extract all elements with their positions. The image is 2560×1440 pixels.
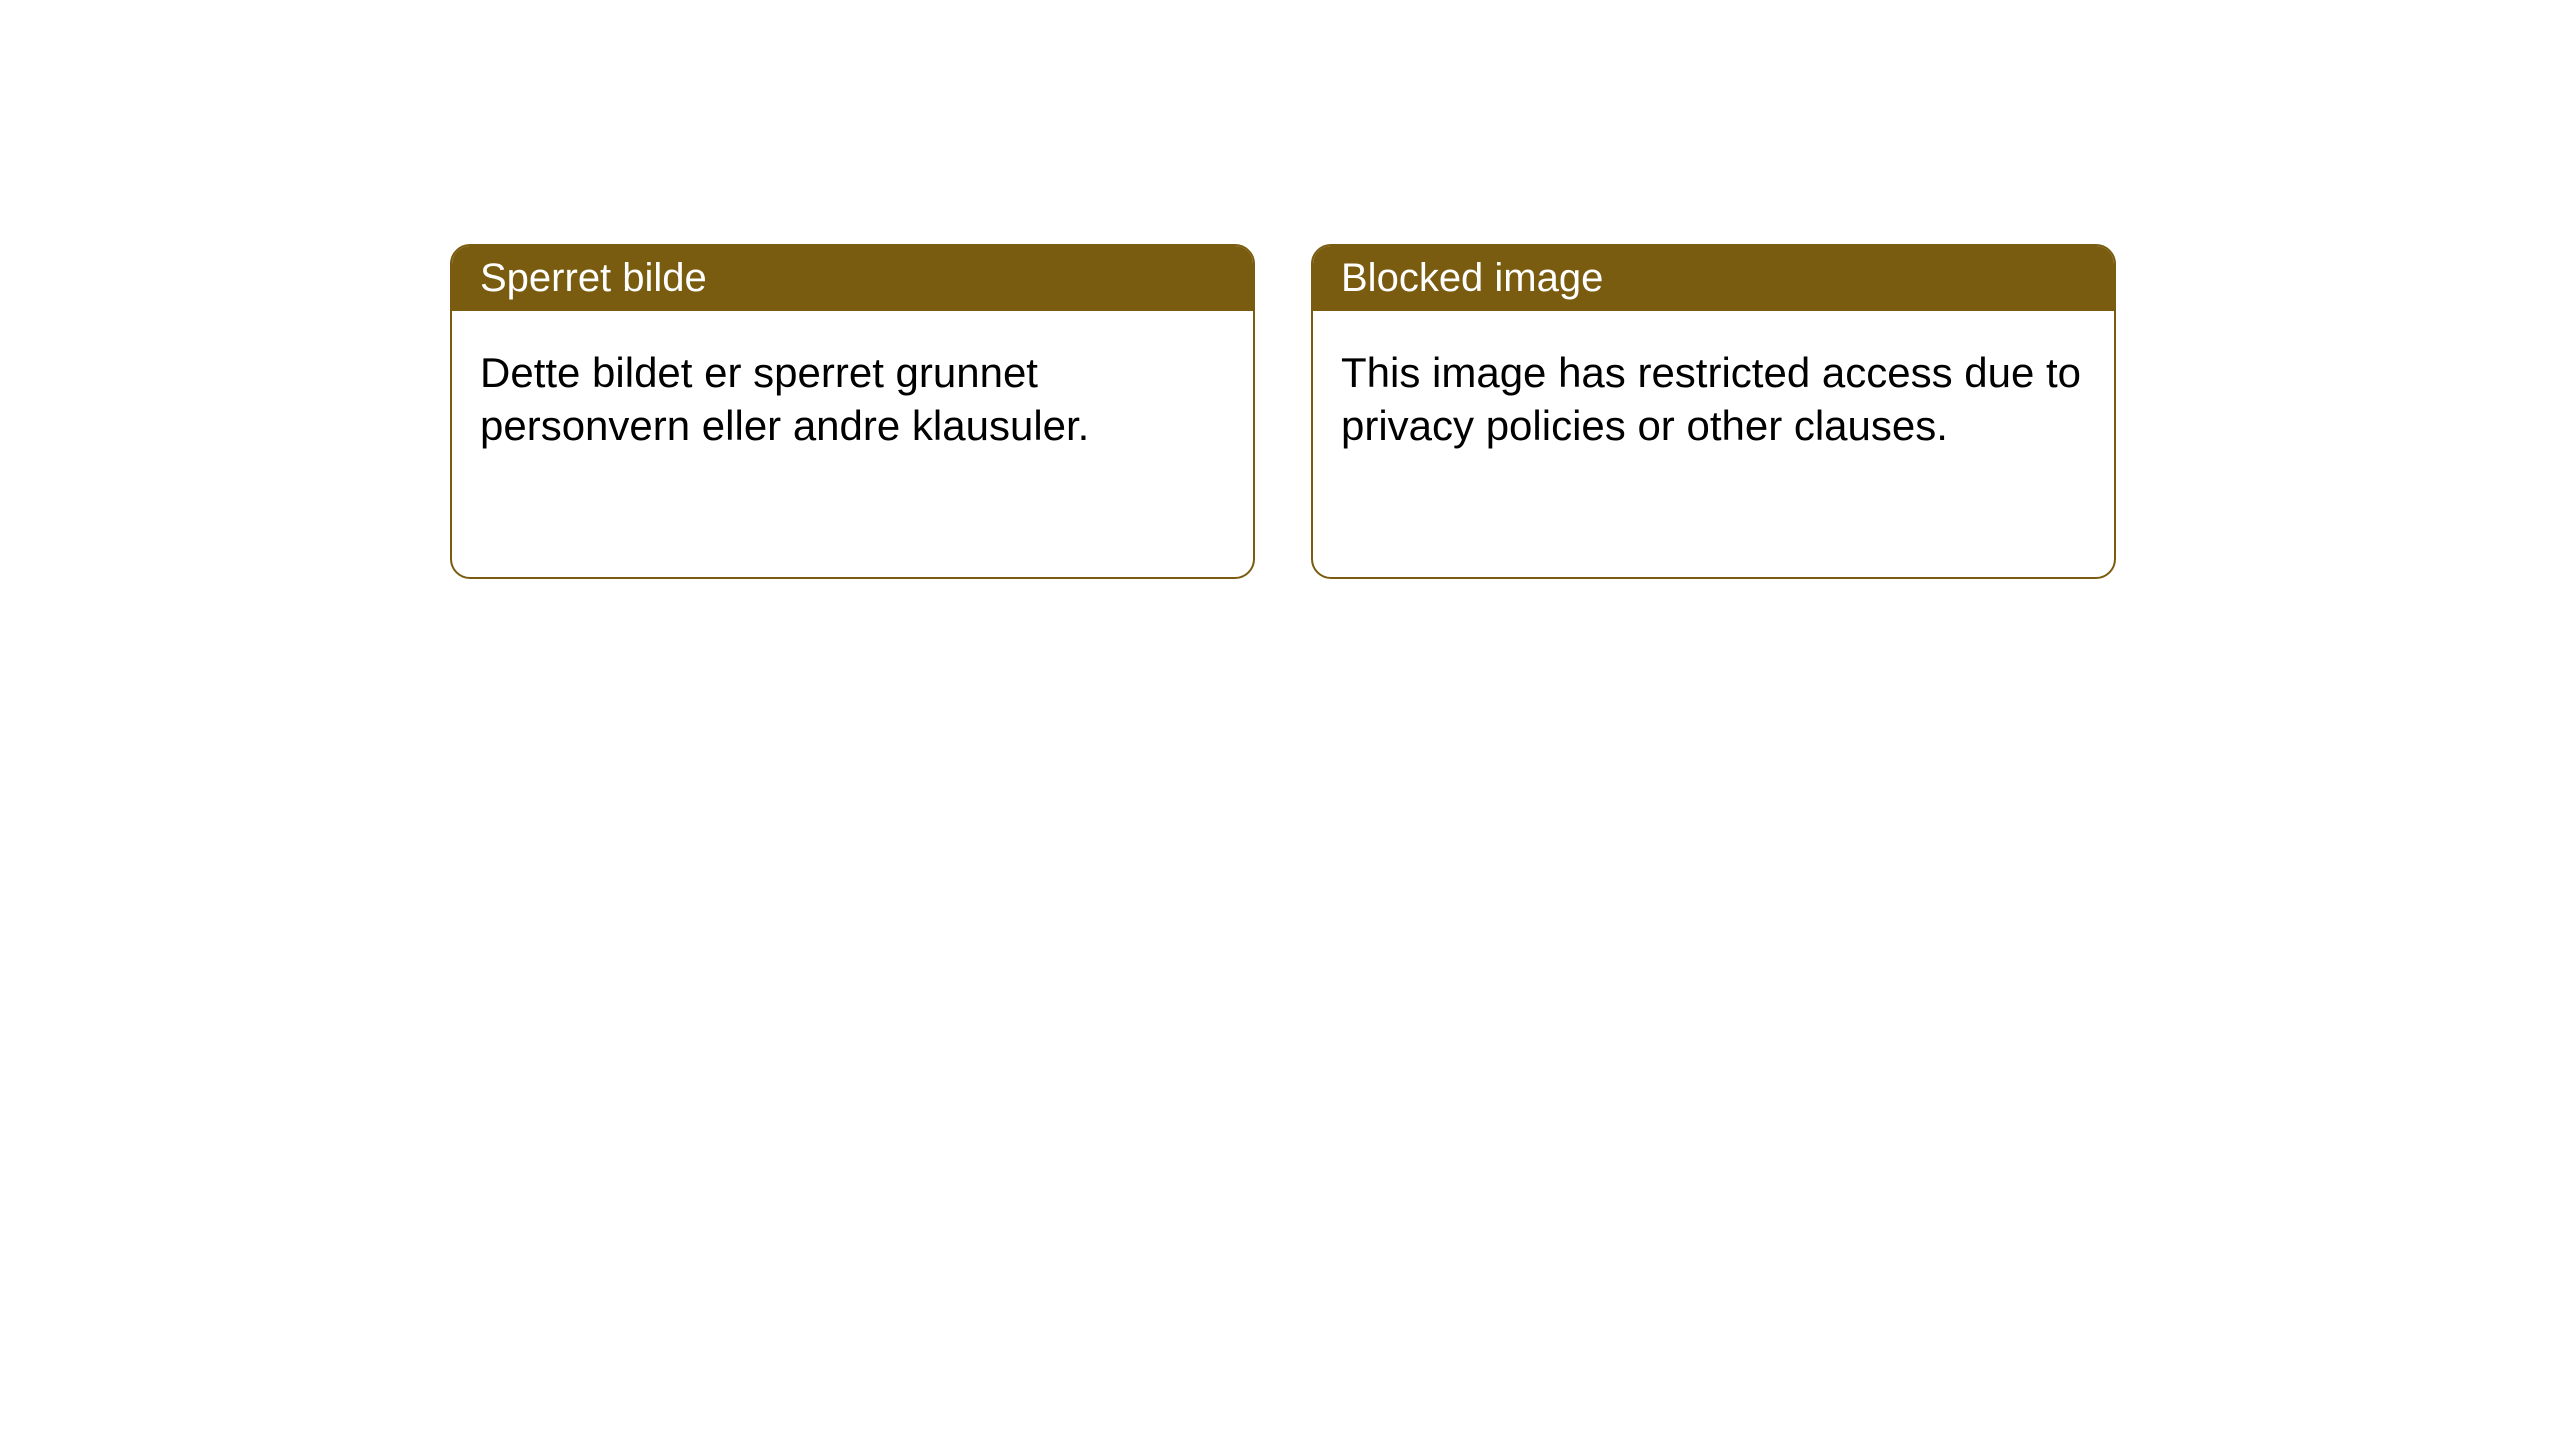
card-message: Dette bildet er sperret grunnet personve… bbox=[480, 349, 1089, 449]
blocked-image-card-no: Sperret bilde Dette bildet er sperret gr… bbox=[450, 244, 1255, 579]
card-body: This image has restricted access due to … bbox=[1313, 311, 2114, 488]
card-title: Sperret bilde bbox=[480, 256, 707, 300]
card-header: Blocked image bbox=[1313, 246, 2114, 311]
card-header: Sperret bilde bbox=[452, 246, 1253, 311]
card-message: This image has restricted access due to … bbox=[1341, 349, 2081, 449]
notice-container: Sperret bilde Dette bildet er sperret gr… bbox=[450, 244, 2116, 579]
card-title: Blocked image bbox=[1341, 256, 1603, 300]
blocked-image-card-en: Blocked image This image has restricted … bbox=[1311, 244, 2116, 579]
card-body: Dette bildet er sperret grunnet personve… bbox=[452, 311, 1253, 488]
